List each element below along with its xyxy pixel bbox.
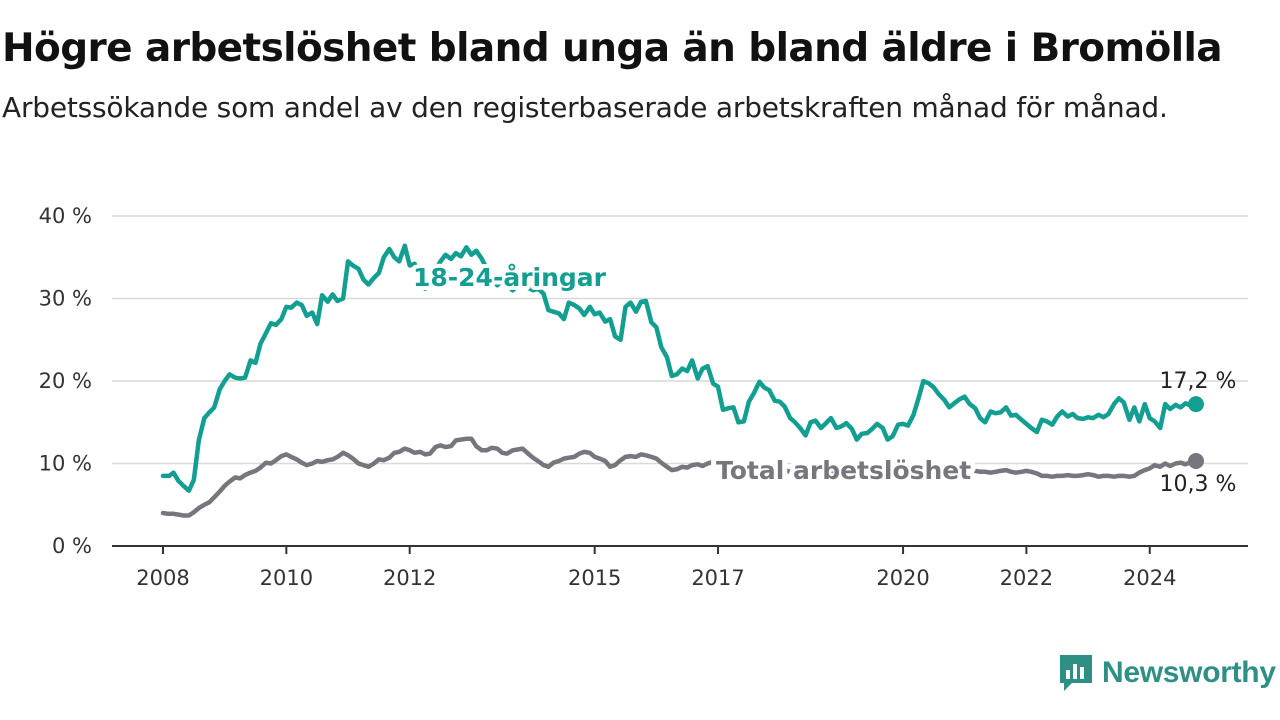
x-tick-label: 2015: [568, 566, 621, 590]
bar-chart-icon: [1060, 655, 1092, 691]
chart-title: Högre arbetslöshet bland unga än bland ä…: [2, 26, 1223, 71]
x-tick-label: 2024: [1123, 566, 1176, 590]
y-tick-label: 40 %: [39, 204, 92, 228]
series-line-youth: [160, 243, 1199, 493]
y-tick-label: 30 %: [39, 287, 92, 311]
axes: 0 % 10 % 20 % 30 % 40 % 2008 2010 2012 2015 2017 2…: [39, 204, 1248, 590]
x-tick-label: 2020: [876, 566, 929, 590]
x-tick-label: 2017: [691, 566, 744, 590]
youth-end-value-label: 17,2 %: [1160, 369, 1237, 394]
series-end-point: [1188, 396, 1204, 413]
y-tick-label: 0 %: [52, 534, 92, 558]
x-tick-label: 2022: [1000, 566, 1053, 590]
newsworthy-logo: Newsworthy: [1058, 653, 1276, 693]
total-series-label: Total arbetslöshet: [716, 456, 971, 485]
series-line-total: [160, 436, 1199, 518]
y-tick-label: 10 %: [39, 452, 92, 476]
youth-series-label: 18-24-åringar: [413, 263, 607, 292]
total-end-value-label: 10,3 %: [1160, 472, 1237, 497]
brand-name: Newsworthy: [1102, 656, 1276, 689]
gridlines: [112, 215, 1248, 465]
series-lines: [160, 243, 1204, 518]
series-labels: 17,2 % 10,3 % 18-24-åringar Total arbetslös…: [409, 259, 1237, 497]
y-tick-label: 20 %: [39, 369, 92, 393]
chart-subtitle: Arbetssökande som andel av den registerb…: [2, 91, 1168, 124]
x-tick-label: 2012: [383, 566, 436, 590]
x-tick-label: 2010: [260, 566, 313, 590]
series-end-point: [1188, 453, 1204, 470]
x-tick-label: 2008: [136, 566, 189, 590]
